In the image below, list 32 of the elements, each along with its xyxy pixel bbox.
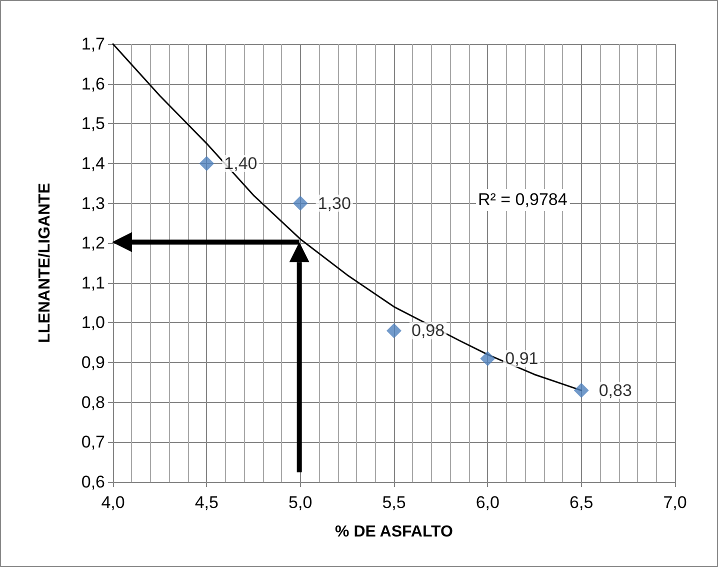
- x-tick-label: 6,5: [570, 493, 594, 512]
- data-label: 0,98: [412, 321, 445, 340]
- x-tick-label: 4,5: [194, 493, 218, 512]
- y-tick-label: 1,4: [81, 154, 105, 173]
- y-tick-label: 1,7: [81, 34, 105, 54]
- y-tick-label: 1,5: [81, 114, 105, 134]
- y-tick-label: 0,7: [81, 432, 105, 452]
- point: [292, 196, 308, 211]
- data-label: 1,30: [318, 194, 351, 213]
- annotation: R² = 0,9784: [478, 190, 568, 209]
- y-tick-label: 1,6: [81, 74, 105, 94]
- y-tick-label: 1,3: [81, 194, 105, 213]
- point: [386, 323, 402, 338]
- point: [574, 382, 589, 398]
- data-label: 0,91: [505, 349, 538, 368]
- x-tick-label: 5,5: [382, 493, 406, 512]
- point: [480, 351, 496, 366]
- y-tick-label: 0,8: [81, 392, 105, 412]
- y-tick-label: 0,6: [81, 472, 105, 492]
- data-label: 1,40: [224, 154, 258, 173]
- data-label: 0,83: [598, 380, 632, 400]
- x-tick-label: 4,0: [101, 493, 125, 512]
- x-tick-label: 5,0: [288, 493, 312, 512]
- x-axis-title: % DE ASFALTO: [335, 524, 453, 540]
- point: [199, 156, 214, 171]
- x-tick-label: 7,0: [663, 493, 687, 512]
- y-tick-label: 0,9: [81, 353, 105, 372]
- y-tick-label: 1,2: [81, 234, 105, 253]
- y-tick-label: 1,0: [81, 313, 105, 332]
- y-tick-label: 1,1: [81, 273, 105, 292]
- y-axis-title: LLENANTE/LIGANTE: [36, 182, 54, 343]
- x-tick-label: 6,0: [476, 493, 500, 512]
